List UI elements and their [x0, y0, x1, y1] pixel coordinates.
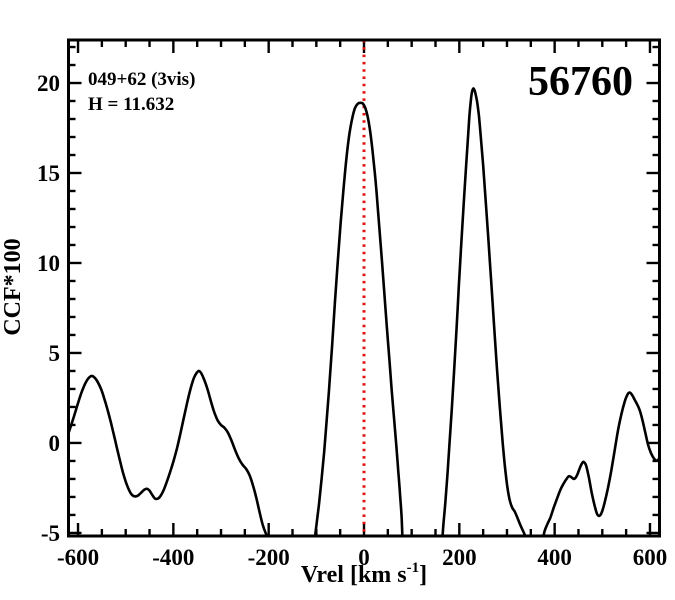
x-tick-label: -400 [152, 545, 194, 570]
ccf-curve-segment [313, 101, 404, 536]
x-tick-label: 0 [358, 545, 370, 570]
y-tick-label: 20 [37, 71, 60, 96]
x-tick-label: 200 [442, 545, 477, 570]
y-axis-label: CCF*100 [0, 238, 26, 335]
y-tick-label: 5 [49, 341, 61, 366]
annotation-h-magnitude: H = 11.632 [88, 94, 174, 115]
plot-title-star-id: 56760 [528, 59, 633, 105]
x-tick-label: -200 [248, 545, 290, 570]
plot-frame [67, 38, 661, 538]
x-axis-label-superscript: -1 [407, 560, 420, 576]
x-axis-label: Vrel [km s-1] [301, 560, 427, 588]
x-tick-label: 600 [633, 545, 668, 570]
y-tick-label: 0 [49, 431, 61, 456]
ccf-curve-segment [542, 391, 660, 536]
ccf-curve-segment [441, 87, 527, 536]
x-tick-label: 400 [537, 545, 572, 570]
axis-tick-labels: -600 -400 -200 0 200 400 600 -5 0 5 10 15 20 [37, 71, 667, 570]
y-tick-label: 15 [37, 161, 60, 186]
y-tick-label: -5 [41, 521, 60, 546]
x-axis-label-main: Vrel [km s [301, 562, 407, 588]
x-axis-label-close-bracket: ] [419, 562, 427, 588]
x-tick-label: -600 [57, 545, 99, 570]
annotation-field-id: 049+62 (3vis) [88, 69, 195, 90]
ccf-curve [68, 87, 660, 536]
y-tick-label: 10 [37, 251, 60, 276]
ccf-curve-segment [68, 369, 269, 536]
